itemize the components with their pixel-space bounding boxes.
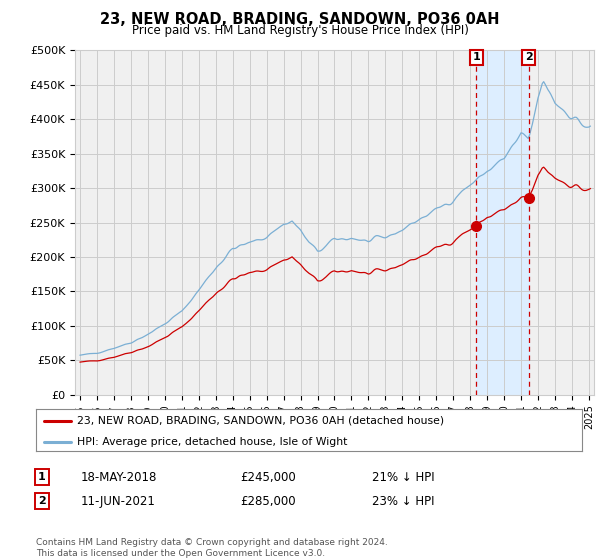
Text: £285,000: £285,000 [240,494,296,508]
Text: 2: 2 [524,52,532,62]
Text: Contains HM Land Registry data © Crown copyright and database right 2024.
This d: Contains HM Land Registry data © Crown c… [36,538,388,558]
Text: 23, NEW ROAD, BRADING, SANDOWN, PO36 0AH: 23, NEW ROAD, BRADING, SANDOWN, PO36 0AH [100,12,500,27]
Text: Price paid vs. HM Land Registry's House Price Index (HPI): Price paid vs. HM Land Registry's House … [131,24,469,37]
Text: HPI: Average price, detached house, Isle of Wight: HPI: Average price, detached house, Isle… [77,437,347,446]
Text: 11-JUN-2021: 11-JUN-2021 [81,494,156,508]
Text: 23, NEW ROAD, BRADING, SANDOWN, PO36 0AH (detached house): 23, NEW ROAD, BRADING, SANDOWN, PO36 0AH… [77,416,444,426]
Text: 21% ↓ HPI: 21% ↓ HPI [372,470,434,484]
Text: £245,000: £245,000 [240,470,296,484]
Text: 1: 1 [473,52,481,62]
Text: 23% ↓ HPI: 23% ↓ HPI [372,494,434,508]
Text: 1: 1 [38,472,46,482]
Bar [476,50,529,395]
Text: 2: 2 [38,496,46,506]
Text: 18-MAY-2018: 18-MAY-2018 [81,470,157,484]
